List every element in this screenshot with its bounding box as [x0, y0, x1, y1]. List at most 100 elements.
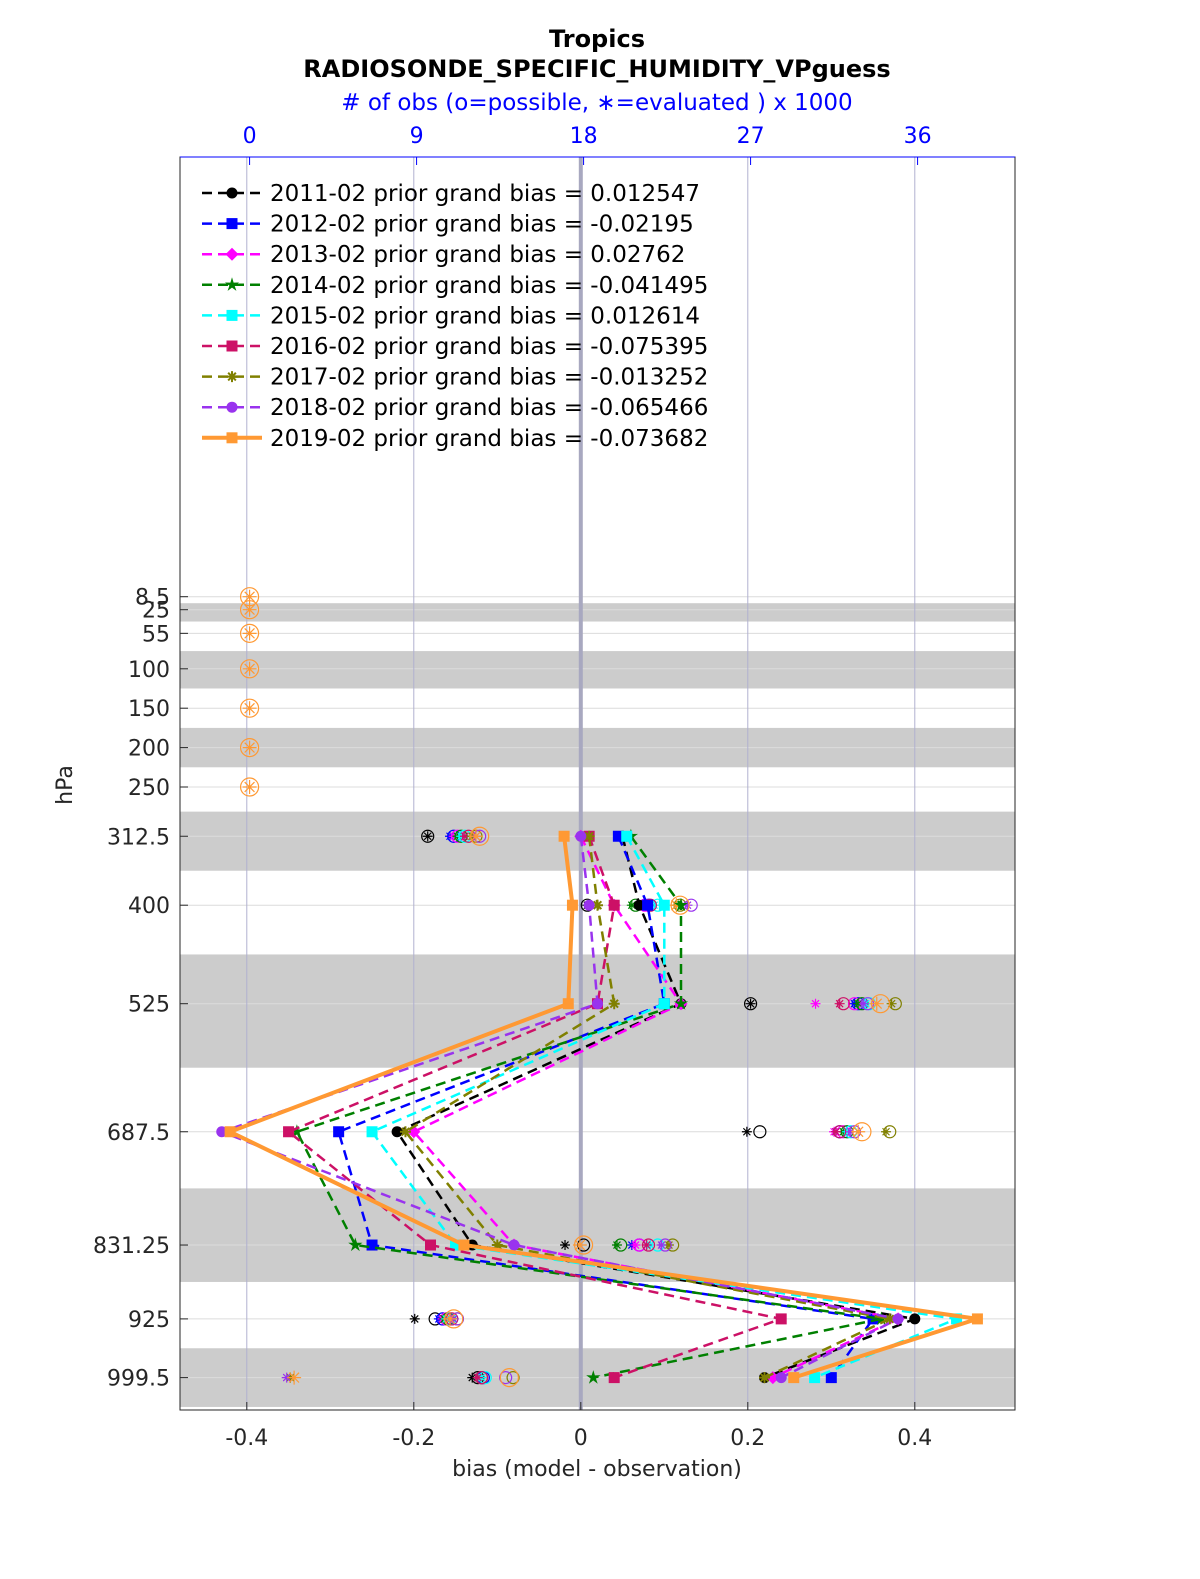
y-tick-label: 525 [128, 993, 170, 1018]
chart-title: Tropics [549, 25, 645, 53]
series-point [224, 1126, 236, 1138]
y-tick-label: 400 [128, 894, 170, 919]
x-tick-label: 0 [574, 1426, 588, 1451]
obs-evaluated-marker [845, 1126, 856, 1137]
obs-evaluated-marker [560, 1240, 571, 1251]
series-point [592, 899, 603, 911]
legend-entry: 2019-02 prior grand bias = -0.073682 [270, 426, 708, 452]
series-point [366, 1126, 378, 1138]
obs-evaluated-marker [422, 831, 433, 842]
obs-evaluated-marker [242, 661, 257, 676]
series-point [425, 1239, 436, 1251]
obs-evaluated-marker [745, 998, 756, 1009]
obs-possible-marker [499, 1371, 513, 1385]
obs-evaluated-marker [669, 898, 684, 913]
series-point [289, 1124, 304, 1138]
series-point [892, 1313, 904, 1325]
obs-evaluated-marker [656, 1240, 667, 1251]
legend-marker [226, 340, 238, 352]
obs-possible-marker [239, 698, 260, 718]
obs-evaluated-marker [242, 701, 257, 716]
series-point [562, 998, 574, 1010]
obs-evaluated-marker [242, 589, 257, 604]
series-point [621, 830, 633, 842]
series-point [558, 830, 570, 842]
obs-evaluated-marker [242, 740, 257, 755]
legend-marker [226, 187, 238, 199]
series-point [458, 1239, 470, 1251]
series-point [348, 1237, 363, 1252]
series-point [612, 830, 624, 842]
obs-evaluated-marker [442, 1311, 457, 1326]
series-point [399, 1126, 411, 1138]
x-tick-label: -0.4 [225, 1426, 268, 1451]
y-tick-label: 150 [128, 697, 170, 722]
obs-evaluated-marker [853, 998, 864, 1009]
legend: 2011-02 prior grand bias = 0.012547 2012-… [202, 181, 708, 452]
obs-evaluated-marker [834, 998, 845, 1009]
obs-evaluated-marker [869, 996, 884, 1011]
legend-entry: 2017-02 prior grand bias = -0.013252 [270, 365, 708, 391]
series-point [566, 899, 578, 911]
legend-entry: 2012-02 prior grand bias = -0.02195 [270, 212, 694, 238]
level-band [180, 1188, 1015, 1282]
series-point [583, 899, 595, 911]
series-point [759, 1372, 770, 1384]
obs-evaluated-marker [858, 998, 869, 1009]
obs-possible-marker [743, 997, 758, 1011]
series-point [788, 1372, 800, 1384]
obs-evaluated-marker [830, 1126, 841, 1137]
series-group [216, 830, 904, 1384]
series-point [673, 996, 689, 1010]
series-line [286, 835, 786, 1379]
x-axis-label: bias (model - observation) [452, 1457, 742, 1482]
series-point [775, 1313, 787, 1325]
obs-possible-marker [506, 1371, 520, 1385]
obs-evaluated-marker [851, 1124, 866, 1139]
series-group [224, 830, 983, 1384]
series-line [370, 835, 962, 1379]
top-tick-label: 36 [904, 124, 932, 149]
obs-evaluated-marker [682, 900, 693, 911]
legend-entry: 2011-02 prior grand bias = 0.012547 [270, 181, 700, 207]
obs-evaluated-marker [242, 602, 257, 617]
legend-marker [225, 247, 239, 261]
series-point [216, 1126, 228, 1138]
obs-evaluated-marker [641, 1240, 652, 1251]
series-point [775, 1372, 787, 1384]
obs-evaluated-marker [626, 900, 637, 911]
top-tick-label: 18 [570, 124, 598, 149]
obs-evaluated-marker [663, 1240, 674, 1251]
y-tick-label: 312.5 [107, 825, 170, 850]
obs-possible-marker [239, 623, 260, 643]
bias-series [216, 828, 983, 1385]
obs-evaluated-marker [409, 1313, 420, 1324]
series-point [608, 1372, 620, 1384]
series-point [633, 899, 645, 911]
obs-evaluated-marker [886, 998, 897, 1009]
series-point [391, 1126, 403, 1138]
top-tick-label: 9 [410, 124, 424, 149]
obs-evaluated-marker [649, 900, 660, 911]
y-tick-label: 250 [128, 776, 170, 801]
legend-entry: 2015-02 prior grand bias = 0.012614 [270, 303, 700, 329]
series-point [809, 1372, 821, 1384]
x-tick-label: -0.2 [392, 1426, 435, 1451]
series-point [450, 1239, 462, 1251]
series-point [333, 1126, 345, 1138]
legend-marker [226, 218, 238, 230]
series-point [909, 1313, 921, 1325]
series-point [575, 830, 587, 842]
grid-lines [180, 157, 1015, 1410]
x-tick-label: 0.2 [730, 1426, 765, 1451]
legend-entry: 2014-02 prior grand bias = -0.041495 [270, 273, 708, 299]
level-band [180, 811, 1015, 871]
series-point [586, 1370, 601, 1384]
obs-possible-marker [239, 777, 260, 797]
obs-possible-marker [239, 737, 260, 758]
y-tick-label: 8.5 [135, 586, 170, 611]
series-point [583, 830, 595, 842]
series-point [366, 1239, 378, 1251]
y-tick-label: 831.25 [93, 1234, 170, 1259]
